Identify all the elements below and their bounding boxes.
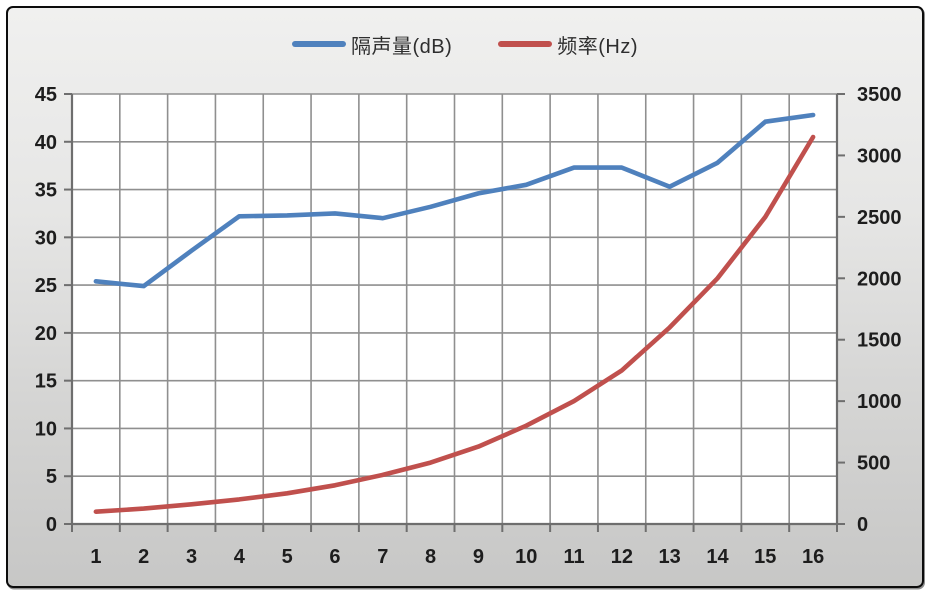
- x-axis-tick-label: 3: [186, 546, 197, 568]
- x-axis-tick-label: 11: [563, 546, 584, 568]
- right-axis-tick-label: 3000: [857, 145, 902, 167]
- right-axis-tick-label: 0: [857, 514, 868, 536]
- x-axis-tick-label: 15: [754, 546, 776, 568]
- insulation-series-marker-icon: [291, 41, 346, 47]
- right-axis-tick-label: 3500: [857, 84, 902, 106]
- left-axis-tick-label: 0: [46, 514, 57, 536]
- x-axis-tick-label: 6: [329, 546, 340, 568]
- x-axis-tick-label: 1: [90, 546, 101, 568]
- left-axis-tick-label: 45: [35, 84, 57, 106]
- insulation-series-line: [93, 112, 816, 289]
- x-axis-tick-label: 7: [377, 546, 388, 568]
- frequency-series-marker-icon: [498, 41, 553, 47]
- left-axis-tick-label: 25: [35, 275, 57, 297]
- left-axis-tick-label: 40: [35, 132, 57, 154]
- x-axis-tick-label: 2: [138, 546, 149, 568]
- legend-label-frequency: 频率(Hz): [557, 35, 639, 58]
- left-axis-tick-label: 10: [35, 418, 57, 440]
- frequency-series-line: [93, 134, 816, 515]
- right-axis-tick-label: 500: [857, 453, 890, 475]
- left-axis-tick-label: 35: [35, 180, 57, 202]
- x-axis-tick-label: 5: [282, 546, 293, 568]
- chart-legend: 隔声量(dB) 频率(Hz): [0, 30, 930, 59]
- right-axis-tick-label: 1500: [857, 330, 902, 352]
- right-axis-tick-label: 1000: [857, 391, 902, 413]
- x-axis-tick-label: 9: [473, 546, 484, 568]
- x-axis-tick-label: 4: [234, 546, 246, 568]
- left-axis-tick-label: 15: [35, 371, 57, 393]
- legend-item-frequency: 频率(Hz): [498, 30, 638, 59]
- legend-label-insulation: 隔声量(dB): [350, 35, 453, 58]
- legend-item-insulation: 隔声量(dB): [291, 30, 453, 59]
- right-axis-tick-label: 2500: [857, 207, 902, 229]
- x-axis-tick-label: 13: [659, 546, 681, 568]
- left-axis-tick-label: 30: [35, 227, 57, 249]
- x-axis-tick-label: 12: [611, 546, 633, 568]
- x-axis-tick-label: 8: [425, 546, 436, 568]
- left-axis-tick-label: 20: [35, 323, 57, 345]
- x-axis-tick-label: 10: [515, 546, 537, 568]
- right-axis-tick-label: 2000: [857, 268, 902, 290]
- x-axis-tick-label: 14: [706, 546, 729, 568]
- left-axis-tick-label: 5: [46, 466, 57, 488]
- x-axis-tick-label: 16: [802, 546, 824, 568]
